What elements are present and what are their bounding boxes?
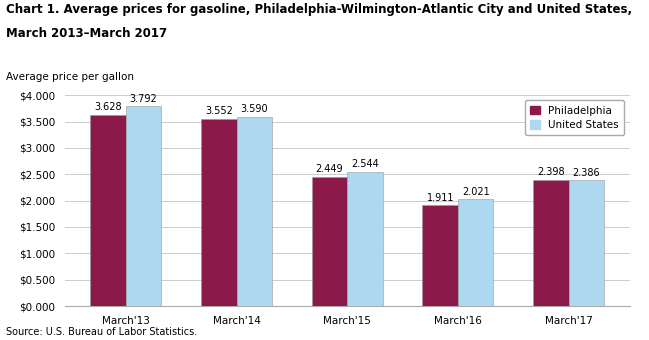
Text: 3.628: 3.628	[94, 102, 122, 112]
Text: 3.590: 3.590	[240, 104, 268, 114]
Bar	[126, 106, 161, 306]
Text: 3.552: 3.552	[205, 106, 233, 116]
Bar	[422, 205, 458, 306]
Text: 2.544: 2.544	[351, 159, 379, 169]
Bar	[569, 180, 604, 306]
Text: 3.792: 3.792	[130, 94, 157, 103]
Bar	[533, 180, 569, 306]
Text: Chart 1. Average prices for gasoline, Philadelphia-Wilmington-Atlantic City and : Chart 1. Average prices for gasoline, Ph…	[6, 3, 633, 16]
Text: 1.911: 1.911	[426, 193, 454, 203]
Bar	[347, 172, 383, 306]
Text: Average price per gallon: Average price per gallon	[6, 72, 134, 82]
Bar	[90, 115, 126, 306]
Text: 2.398: 2.398	[537, 167, 565, 177]
Text: March 2013–March 2017: March 2013–March 2017	[6, 27, 167, 40]
Bar	[201, 119, 236, 306]
Legend: Philadelphia, United States: Philadelphia, United States	[524, 100, 624, 135]
Bar	[236, 117, 272, 306]
Bar	[312, 177, 347, 306]
Text: Source: U.S. Bureau of Labor Statistics.: Source: U.S. Bureau of Labor Statistics.	[6, 327, 198, 337]
Text: 2.021: 2.021	[462, 187, 489, 197]
Text: 2.386: 2.386	[572, 168, 600, 177]
Text: 2.449: 2.449	[315, 164, 343, 174]
Bar	[458, 200, 493, 306]
